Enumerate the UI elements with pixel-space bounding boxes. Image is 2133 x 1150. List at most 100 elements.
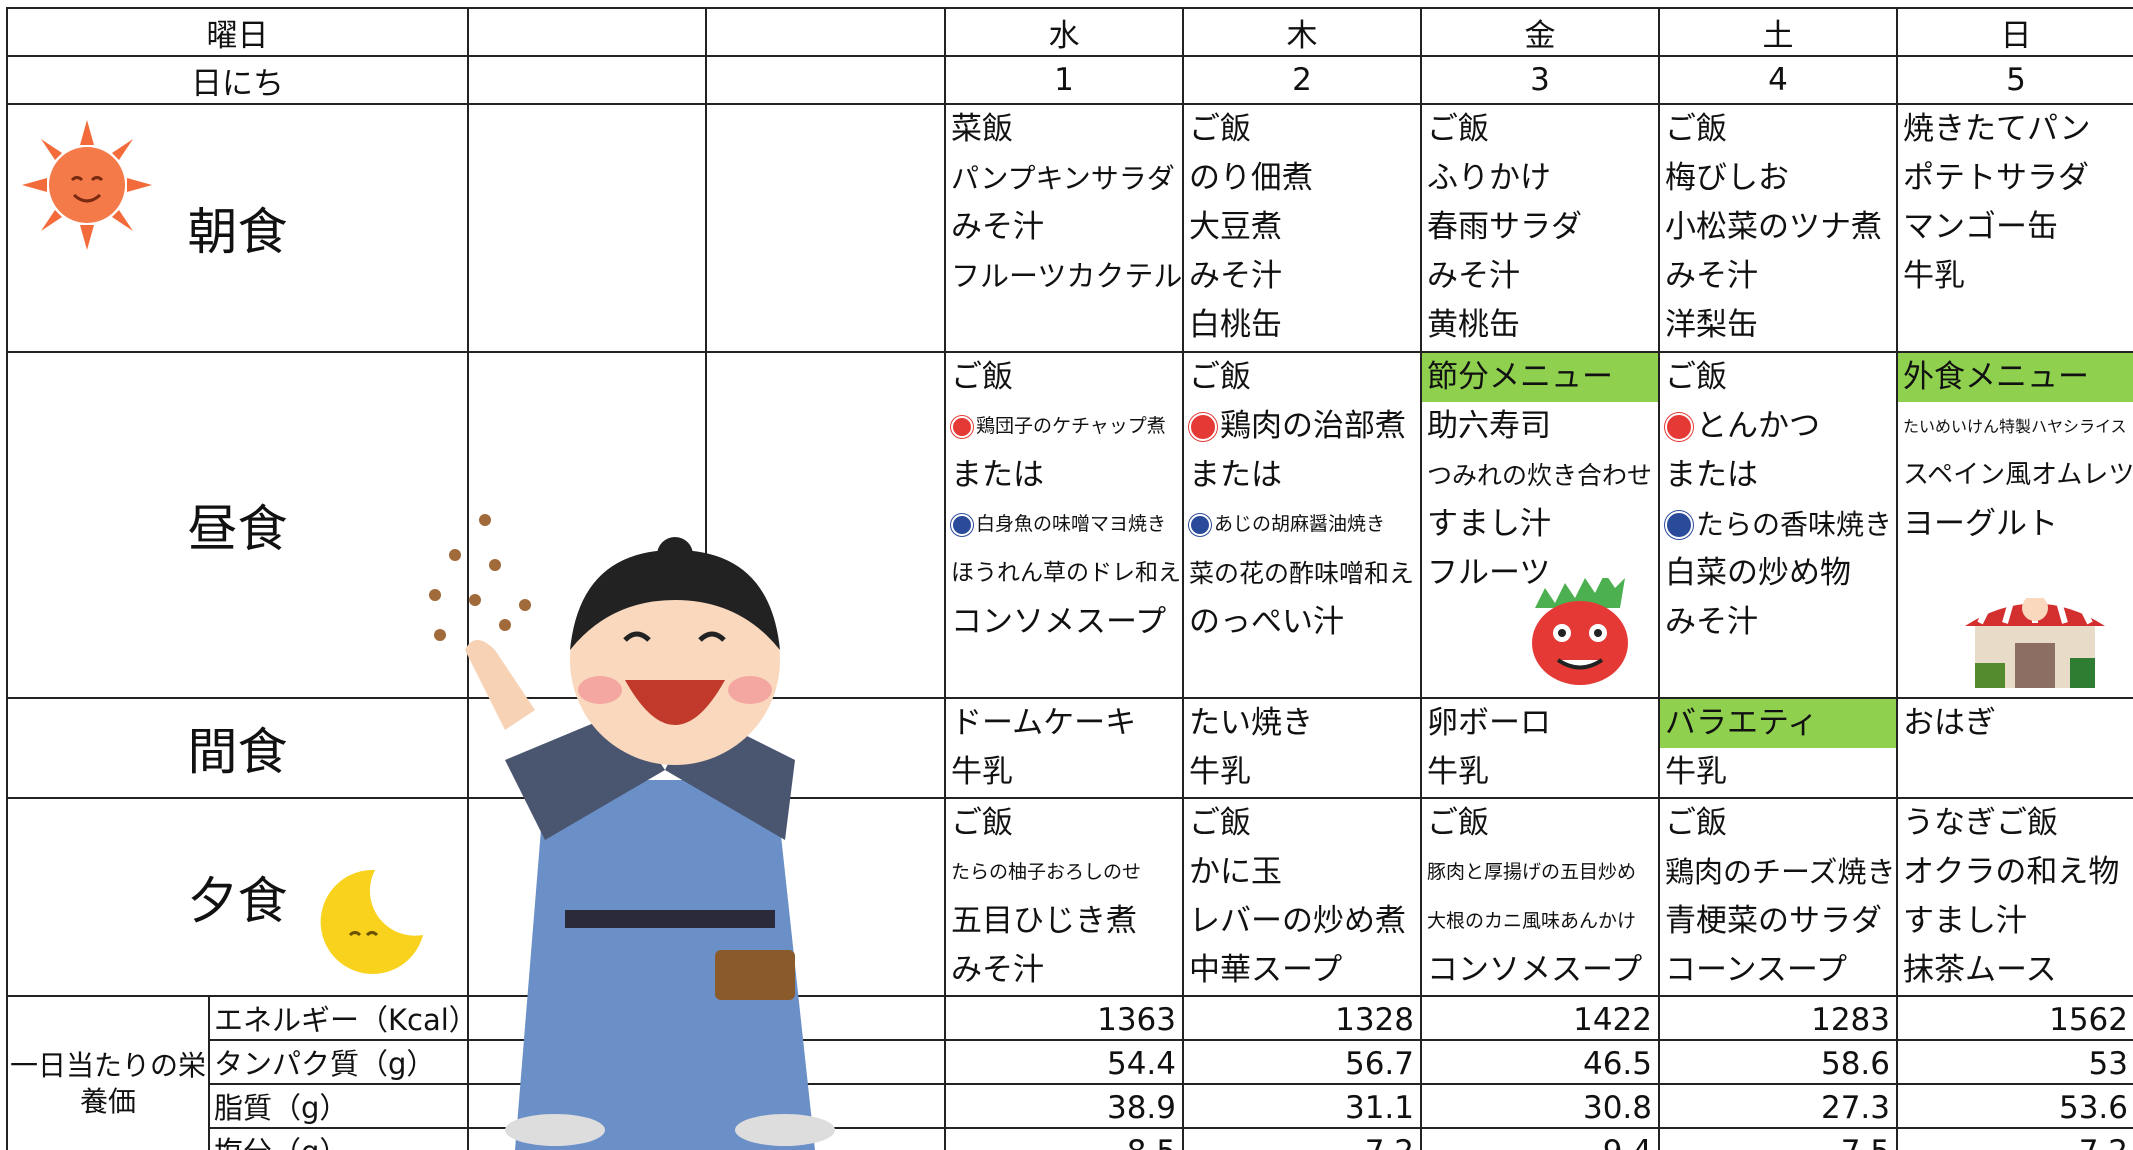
menu-item: ご飯 <box>1423 800 1657 848</box>
menu-item: 大根のカニ風味あんかけ <box>1423 897 1657 946</box>
menu-text: 大豆煮 <box>1189 209 1282 245</box>
date-cell: 5 <box>1896 55 2133 105</box>
menu-table: 曜日水木金土日日にち 1 2 3 4 5 朝食 菜飯 パンプキンサラダ みそ汁 フルーツカクテル ご飯… <box>6 7 2133 1150</box>
empty-cell <box>467 351 707 699</box>
weekday-cell: 金 <box>1420 7 1660 57</box>
menu-text: コンソメスープ <box>951 604 1167 640</box>
menu-text: 牛乳 <box>1189 754 1251 790</box>
menu-item: コーンスープ <box>1661 946 1895 994</box>
menu-text: おはぎ <box>1903 705 1996 741</box>
menu-text: バラエティ <box>1665 705 1819 741</box>
menu-text: または <box>1189 457 1282 493</box>
menu-text: 白菜の炒め物 <box>1665 555 1851 591</box>
menu-cell: ご飯 鶏肉の治部煮 または あじの胡麻醤油焼き 菜の花の酢味噌和え のっぺい汁 <box>1182 351 1422 699</box>
menu-item: ご飯 <box>1661 106 1895 154</box>
menu-item: 卵ボーロ <box>1423 700 1657 748</box>
menu-text: フルーツカクテル <box>951 259 1182 293</box>
menu-text: たいめいけん特製ハヤシライス <box>1903 417 2127 436</box>
menu-item: 中華スープ <box>1185 946 1419 994</box>
menu-text: 青梗菜のサラダ <box>1665 903 1882 939</box>
menu-item: 洋梨缶 <box>1661 301 1895 350</box>
empty-cell <box>467 1083 707 1129</box>
empty-cell <box>705 995 946 1041</box>
empty-cell <box>467 797 707 997</box>
menu-cell: ご飯 梅びしお 小松菜のツナ煮 みそ汁 洋梨缶 <box>1658 103 1898 353</box>
menu-cell: 節分メニュー 助六寿司 つみれの炊き合わせ すまし汁 フルーツ <box>1420 351 1660 699</box>
nutrition-value: 8.5 <box>944 1127 1184 1150</box>
menu-text: のり佃煮 <box>1189 160 1313 196</box>
menu-item: 豚肉と厚揚げの五目炒め <box>1423 848 1657 897</box>
menu-icon <box>1189 412 1217 441</box>
menu-item: バラエティ <box>1661 700 1895 748</box>
menu-text: みそ汁 <box>1665 604 1758 640</box>
menu-cell: 外食メニュー たいめいけん特製ハヤシライス スペイン風オムレツ ヨーグルト <box>1896 351 2133 699</box>
empty-cell <box>705 1039 946 1085</box>
menu-text: ポテトサラダ <box>1903 160 2089 196</box>
menu-text: みそ汁 <box>951 209 1044 245</box>
menu-item: ご飯 <box>947 800 1181 848</box>
nutrition-label: 脂質（g） <box>208 1083 469 1129</box>
menu-item: すまし汁 <box>1423 500 1657 549</box>
empty-cell <box>705 797 946 997</box>
menu-text: みそ汁 <box>951 952 1044 988</box>
nutrition-value: 54.4 <box>944 1039 1184 1085</box>
menu-text: 中華スープ <box>1189 952 1343 988</box>
menu-item: のり佃煮 <box>1185 154 1419 203</box>
nutrition-value: 7.2 <box>1182 1127 1422 1150</box>
menu-item: とんかつ <box>1661 402 1895 451</box>
menu-cell: ご飯豚肉と厚揚げの五目炒め 大根のカニ風味あんかけコンソメスープ <box>1420 797 1660 997</box>
menu-cell: ご飯とんかつ または たらの香味焼き白菜の炒め物 みそ汁 <box>1658 351 1898 699</box>
menu-item: みそ汁 <box>1185 252 1419 301</box>
weekday-cell: 水 <box>944 7 1184 57</box>
header-cell: 日にち <box>6 55 469 105</box>
menu-text: 大根のカニ風味あんかけ <box>1427 910 1637 932</box>
menu-cell: ご飯 のり佃煮 大豆煮 みそ汁 白桃缶 <box>1182 103 1422 353</box>
menu-text: コンソメスープ <box>1427 952 1643 988</box>
menu-item: みそ汁 <box>1661 252 1895 301</box>
menu-text: 五目ひじき煮 <box>951 903 1137 939</box>
menu-item: 鶏団子のケチャップ煮 <box>947 402 1181 451</box>
menu-text: 豚肉と厚揚げの五目炒め <box>1427 861 1637 883</box>
menu-text: コーンスープ <box>1665 952 1847 988</box>
header-cell: 曜日 <box>6 7 469 57</box>
menu-text: 菜の花の酢味噌和え <box>1189 559 1415 588</box>
menu-text: つみれの炊き合わせ <box>1427 461 1653 490</box>
menu-cell: ご飯 鶏肉のチーズ焼き 青梗菜のサラダ コーンスープ <box>1658 797 1898 997</box>
nutrition-value: 46.5 <box>1420 1039 1660 1085</box>
menu-item: または <box>1185 451 1419 500</box>
menu-item: おはぎ <box>1899 700 2133 748</box>
menu-text: うなぎご飯 <box>1903 805 2058 841</box>
menu-item: 菜の花の酢味噌和え <box>1185 549 1419 598</box>
menu-text: マンゴー缶 <box>1903 209 2058 245</box>
nutrition-value: 58.6 <box>1658 1039 1898 1085</box>
menu-text: かに玉 <box>1189 854 1282 890</box>
table-row: 日にち 1 2 3 4 5 <box>6 55 2133 105</box>
menu-text: ご飯 <box>1189 805 1251 841</box>
menu-text: 鶏肉のチーズ焼き <box>1665 855 1896 889</box>
table-row: タンパク質（g） 54.4 56.7 46.5 58.6 53 <box>7 1039 2133 1085</box>
menu-item: パンプキンサラダ <box>947 154 1181 203</box>
empty-cell <box>705 697 946 799</box>
menu-item: みそ汁 <box>1661 598 1895 647</box>
nutrition-value: 30.8 <box>1420 1083 1660 1129</box>
empty-cell <box>467 697 707 799</box>
menu-item: 牛乳 <box>947 748 1181 796</box>
menu-text: 小松菜のツナ煮 <box>1665 209 1882 245</box>
menu-item: レバーの炒め煮 <box>1185 897 1419 946</box>
menu-text: 牛乳 <box>951 754 1013 790</box>
menu-item: マンゴー缶 <box>1899 203 2133 252</box>
nutrition-value: 1363 <box>944 995 1184 1041</box>
nutrition-value: 31.1 <box>1182 1083 1422 1129</box>
empty-cell <box>467 995 707 1041</box>
menu-text: または <box>951 457 1044 493</box>
menu-text: ご飯 <box>1665 359 1727 395</box>
meal-label: 昼食 <box>6 351 469 699</box>
menu-text: ご飯 <box>1427 805 1489 841</box>
meal-label: 夕食 <box>6 797 469 997</box>
menu-text: ご飯 <box>951 359 1013 395</box>
menu-item: または <box>1661 451 1895 500</box>
menu-item: 牛乳 <box>1899 252 2133 301</box>
menu-item: うなぎご飯 <box>1899 800 2133 848</box>
menu-item: たらの香味焼き <box>1661 500 1895 549</box>
